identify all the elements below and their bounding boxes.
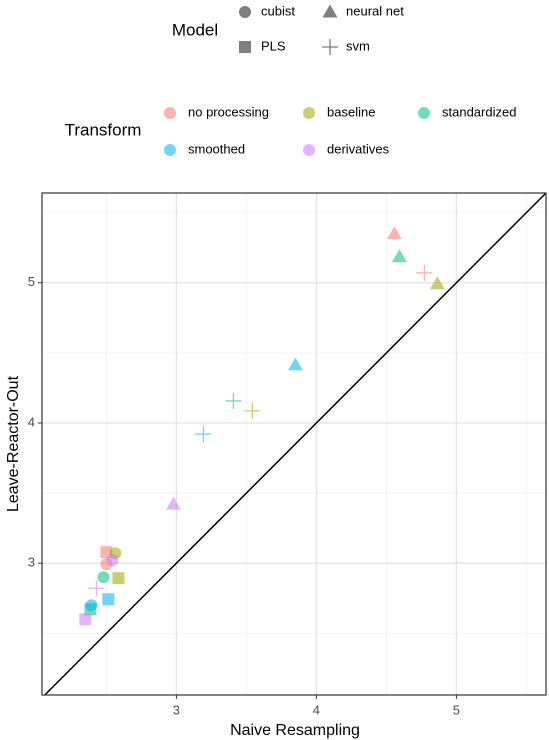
point — [429, 276, 445, 290]
legend-symbol — [418, 107, 430, 119]
point — [391, 249, 407, 263]
legend-label: baseline — [327, 104, 375, 119]
legend-label: no processing — [188, 104, 269, 119]
legend-symbol — [322, 4, 338, 18]
point — [79, 613, 92, 626]
model-legend-title: Model — [172, 20, 218, 39]
legend-symbol — [303, 144, 315, 156]
legend-label: standardized — [442, 104, 516, 119]
identity-line — [44, 192, 547, 696]
point — [195, 426, 212, 443]
panel-border — [41, 192, 547, 696]
legend-label: PLS — [261, 38, 286, 53]
legend-label: smoothed — [188, 141, 245, 156]
legend-symbol — [239, 41, 251, 53]
point — [85, 599, 98, 612]
legend-symbol — [322, 39, 338, 55]
point — [97, 571, 110, 584]
point — [88, 580, 105, 597]
legend-symbol — [164, 107, 176, 119]
x-tick-label: 4 — [313, 702, 320, 717]
point — [386, 226, 402, 240]
point — [244, 402, 261, 419]
y-tick-label: 4 — [28, 414, 35, 429]
point — [287, 357, 303, 371]
point — [102, 593, 115, 606]
point — [106, 554, 119, 567]
x-tick-label: 5 — [453, 702, 460, 717]
legend-label: svm — [346, 38, 370, 53]
transform-legend-title: Transform — [65, 120, 142, 139]
legend-symbol — [164, 144, 176, 156]
x-axis-label: Naive Resampling — [230, 722, 360, 739]
y-axis-label: Leave-Reactor-Out — [5, 375, 22, 512]
point — [225, 392, 242, 409]
legend-label: derivatives — [327, 141, 390, 156]
legend-symbol — [239, 6, 251, 18]
legend-label: cubist — [261, 3, 295, 18]
point — [416, 264, 433, 281]
y-tick-label: 5 — [28, 274, 35, 289]
legend-label: neural net — [346, 3, 404, 18]
y-tick-label: 3 — [28, 555, 35, 570]
x-tick-label: 3 — [173, 702, 180, 717]
point — [112, 572, 125, 585]
legend-symbol — [303, 107, 315, 119]
point — [165, 496, 181, 510]
